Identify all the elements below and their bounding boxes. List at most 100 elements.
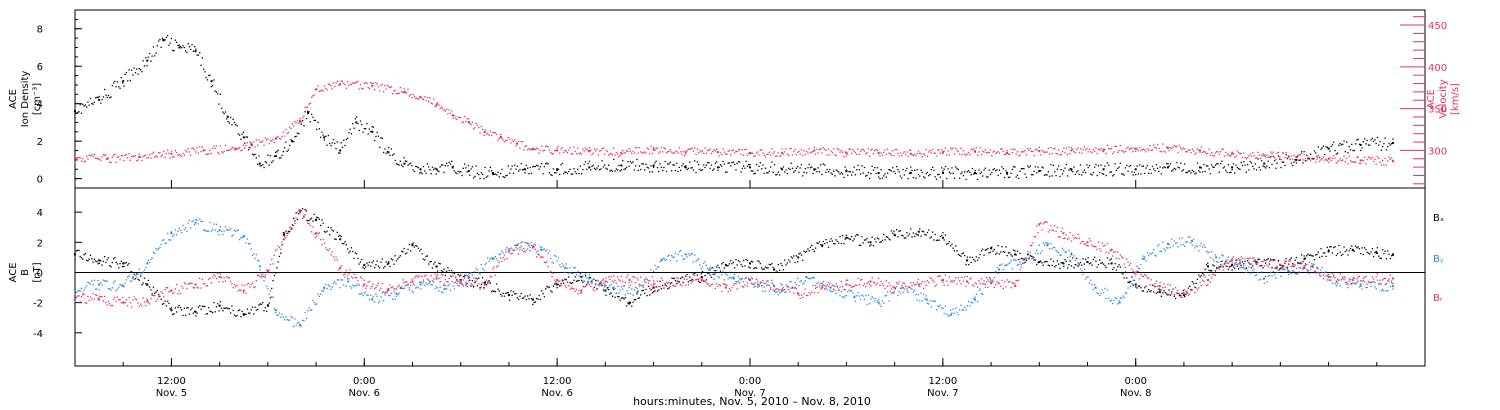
- data-sample: [357, 280, 359, 282]
- data-sample: [294, 120, 296, 123]
- data-sample: [516, 165, 518, 167]
- data-sample: [1352, 161, 1354, 163]
- data-sample: [960, 255, 962, 257]
- data-sample: [1285, 154, 1287, 156]
- data-sample: [155, 300, 157, 303]
- data-sample: [173, 234, 175, 236]
- data-sample: [536, 147, 538, 149]
- data-sample: [1115, 298, 1118, 300]
- data-sample: [977, 300, 979, 303]
- data-sample: [806, 150, 808, 153]
- data-sample: [302, 217, 304, 220]
- data-sample: [196, 219, 198, 221]
- data-sample: [959, 254, 961, 256]
- y-axis-label: ACEB[nT]: [8, 262, 43, 282]
- data-sample: [492, 131, 494, 133]
- data-sample: [146, 284, 148, 286]
- data-sample: [464, 115, 466, 118]
- data-sample: [1119, 145, 1121, 147]
- data-sample: [1289, 158, 1291, 160]
- data-sample: [141, 272, 143, 274]
- data-sample: [339, 83, 341, 85]
- data-sample: [762, 290, 764, 292]
- data-sample: [628, 148, 630, 150]
- data-sample: [1114, 297, 1116, 299]
- data-sample: [1011, 268, 1013, 270]
- data-sample: [533, 165, 535, 167]
- data-sample: [379, 300, 381, 302]
- data-sample: [1032, 150, 1034, 153]
- data-sample: [1002, 269, 1004, 271]
- data-sample: [493, 290, 495, 293]
- data-sample: [1169, 147, 1172, 149]
- data-sample: [840, 242, 842, 245]
- data-sample: [700, 273, 702, 275]
- data-sample: [1203, 244, 1205, 246]
- data-sample: [1141, 165, 1143, 167]
- data-point: [1303, 257, 1306, 260]
- data-sample: [863, 239, 866, 241]
- data-sample: [1006, 255, 1008, 257]
- data-sample: [492, 268, 494, 270]
- data-sample: [1033, 154, 1035, 157]
- data-sample: [721, 290, 723, 293]
- data-sample: [323, 288, 326, 290]
- data-point: [299, 120, 301, 123]
- data-sample: [471, 280, 473, 282]
- data-sample: [446, 108, 448, 110]
- data-sample: [941, 234, 943, 237]
- data-sample: [1181, 148, 1183, 151]
- data-sample: [1076, 257, 1078, 260]
- data-sample: [592, 152, 594, 154]
- data-sample: [986, 249, 988, 251]
- data-sample: [836, 170, 839, 172]
- data-sample: [1195, 152, 1197, 154]
- data-sample: [321, 89, 323, 91]
- data-sample: [1007, 252, 1010, 254]
- data-sample: [1343, 279, 1345, 281]
- data-sample: [165, 287, 167, 289]
- data-point: [749, 166, 751, 169]
- data-sample: [608, 154, 610, 156]
- data-sample: [464, 163, 466, 165]
- data-sample: [299, 209, 301, 211]
- data-sample: [935, 309, 938, 311]
- data-sample: [761, 149, 763, 151]
- data-sample: [1216, 151, 1218, 153]
- data-sample: [521, 297, 524, 299]
- data-sample: [987, 176, 989, 178]
- data-sample: [726, 284, 728, 287]
- data-sample: [217, 272, 219, 275]
- data-sample: [1024, 261, 1026, 264]
- data-sample: [334, 259, 336, 261]
- data-sample: [397, 294, 399, 296]
- data-sample: [341, 279, 344, 281]
- data-sample: [623, 152, 625, 155]
- data-sample: [582, 285, 584, 288]
- data-sample: [757, 151, 759, 153]
- data-sample: [563, 279, 565, 282]
- data-sample: [555, 255, 557, 257]
- data-sample: [1010, 254, 1012, 256]
- data-sample: [928, 303, 930, 305]
- data-sample: [140, 303, 142, 305]
- data-sample: [631, 162, 633, 164]
- data-sample: [663, 258, 665, 260]
- data-sample: [766, 267, 768, 269]
- data-sample: [808, 163, 810, 166]
- data-sample: [995, 152, 997, 155]
- data-sample: [1265, 262, 1267, 264]
- data-sample: [745, 160, 747, 162]
- data-sample: [1222, 255, 1224, 257]
- data-sample: [1140, 263, 1142, 266]
- data-sample: [87, 158, 89, 160]
- data-sample: [104, 256, 106, 258]
- data-point: [194, 50, 197, 53]
- data-sample: [1016, 250, 1019, 252]
- data-sample: [275, 151, 277, 154]
- data-sample: [371, 125, 373, 128]
- data-sample: [1298, 266, 1300, 269]
- data-sample: [1383, 164, 1385, 166]
- data-sample: [557, 280, 560, 282]
- data-sample: [537, 165, 539, 167]
